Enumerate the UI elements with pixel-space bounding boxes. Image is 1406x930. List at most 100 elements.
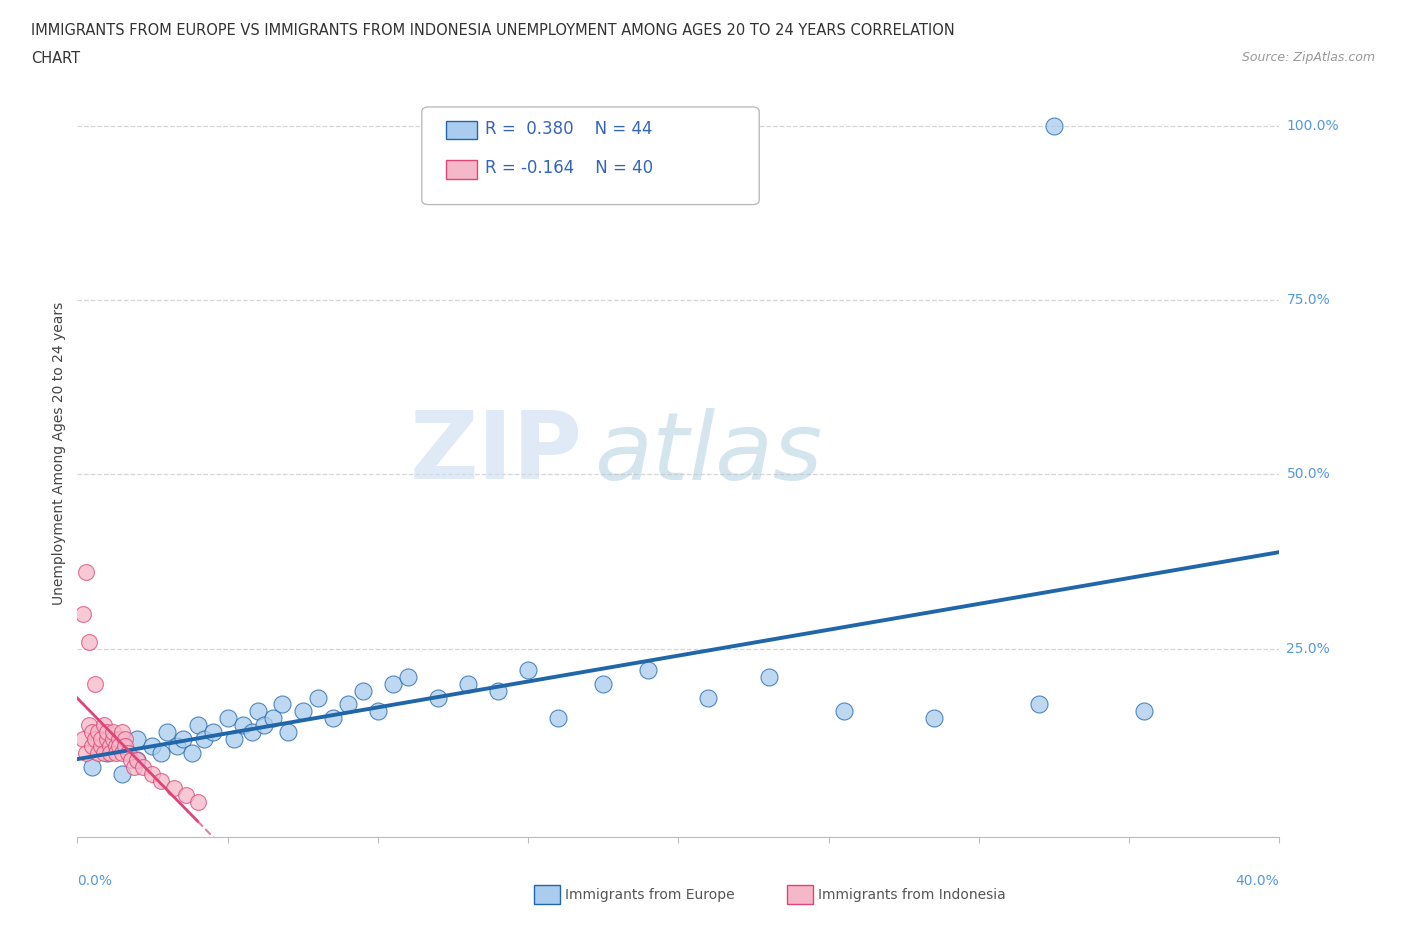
Point <box>193 732 215 747</box>
Point <box>367 704 389 719</box>
Point <box>75 565 97 579</box>
Point <box>132 760 155 775</box>
Point <box>141 738 163 753</box>
Point <box>381 676 404 691</box>
Text: R =  0.380    N = 44: R = 0.380 N = 44 <box>485 120 652 139</box>
Point <box>114 738 136 753</box>
Point <box>832 704 855 719</box>
Point <box>307 690 329 705</box>
Point <box>592 676 614 691</box>
Point <box>457 676 479 691</box>
Point <box>100 746 122 761</box>
Point <box>156 725 179 740</box>
Point <box>84 676 107 691</box>
Point <box>322 711 344 725</box>
Point <box>96 725 118 740</box>
Point <box>82 738 104 753</box>
Point <box>114 732 136 747</box>
Point <box>82 725 104 740</box>
Point <box>79 718 101 733</box>
Point <box>277 725 299 740</box>
Point <box>96 746 118 761</box>
Point <box>427 690 450 705</box>
Point <box>172 732 194 747</box>
Point <box>127 753 149 768</box>
Point <box>105 738 128 753</box>
Point <box>246 704 269 719</box>
Point <box>82 760 104 775</box>
Point <box>150 746 173 761</box>
Point <box>124 760 146 775</box>
Point <box>79 634 101 649</box>
Point <box>222 732 245 747</box>
Text: 75.0%: 75.0% <box>1286 293 1330 307</box>
Point <box>240 725 263 740</box>
Text: 50.0%: 50.0% <box>1286 467 1330 482</box>
Point <box>90 738 112 753</box>
Point <box>697 690 720 705</box>
Text: ZIP: ZIP <box>409 407 582 499</box>
Point <box>517 662 540 677</box>
Point <box>93 746 115 761</box>
Text: 100.0%: 100.0% <box>1286 118 1339 133</box>
Point <box>232 718 254 733</box>
Point <box>186 718 209 733</box>
Point <box>186 794 209 809</box>
Point <box>108 738 131 753</box>
Point <box>84 732 107 747</box>
Text: 0.0%: 0.0% <box>77 874 112 888</box>
Text: R = -0.164    N = 40: R = -0.164 N = 40 <box>485 159 654 178</box>
Point <box>87 725 110 740</box>
Point <box>1043 118 1066 133</box>
Point <box>262 711 284 725</box>
Point <box>352 683 374 698</box>
Point <box>270 698 292 712</box>
Point <box>120 753 142 768</box>
Text: Immigrants from Europe: Immigrants from Europe <box>565 887 735 902</box>
Point <box>253 718 276 733</box>
Point <box>291 704 314 719</box>
Point <box>217 711 239 725</box>
Point <box>1133 704 1156 719</box>
Point <box>111 746 134 761</box>
Point <box>75 746 97 761</box>
Point <box>336 698 359 712</box>
Point <box>111 725 134 740</box>
Point <box>72 606 94 621</box>
Point <box>396 670 419 684</box>
Point <box>201 725 224 740</box>
Text: 25.0%: 25.0% <box>1286 642 1330 656</box>
Point <box>103 732 125 747</box>
Point <box>127 732 149 747</box>
Point <box>637 662 659 677</box>
Point <box>100 738 122 753</box>
Point <box>486 683 509 698</box>
Text: 40.0%: 40.0% <box>1236 874 1279 888</box>
Point <box>72 732 94 747</box>
Point <box>103 725 125 740</box>
Point <box>105 746 128 761</box>
Point <box>1028 698 1050 712</box>
Text: atlas: atlas <box>595 408 823 498</box>
Point <box>162 781 184 796</box>
Point <box>166 738 188 753</box>
Point <box>93 718 115 733</box>
Point <box>96 732 118 747</box>
Text: Source: ZipAtlas.com: Source: ZipAtlas.com <box>1241 51 1375 64</box>
Point <box>111 766 134 781</box>
Point <box>87 746 110 761</box>
Point <box>922 711 945 725</box>
Point <box>90 732 112 747</box>
Point <box>150 774 173 789</box>
Point <box>174 788 197 803</box>
Point <box>180 746 202 761</box>
Point <box>141 766 163 781</box>
Point <box>108 732 131 747</box>
Text: IMMIGRANTS FROM EUROPE VS IMMIGRANTS FROM INDONESIA UNEMPLOYMENT AMONG AGES 20 T: IMMIGRANTS FROM EUROPE VS IMMIGRANTS FRO… <box>31 23 955 38</box>
Point <box>758 670 780 684</box>
Y-axis label: Unemployment Among Ages 20 to 24 years: Unemployment Among Ages 20 to 24 years <box>52 301 66 605</box>
Text: CHART: CHART <box>31 51 80 66</box>
Text: Immigrants from Indonesia: Immigrants from Indonesia <box>818 887 1007 902</box>
Point <box>117 746 139 761</box>
Point <box>547 711 569 725</box>
